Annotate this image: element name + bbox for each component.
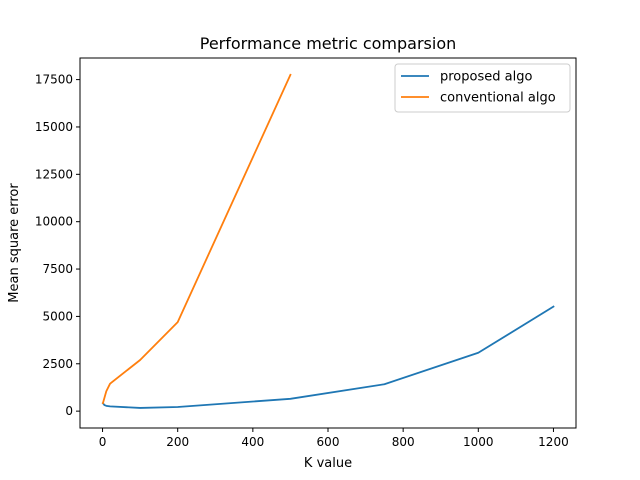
- x-axis: 0 200 400 600 800 1000 1200: [99, 428, 569, 449]
- x-tick-label: 600: [317, 435, 340, 449]
- y-axis: 0 2500 5000 7500 10000 12500 15000 17500: [35, 73, 80, 418]
- x-tick-label: 0: [99, 435, 107, 449]
- y-tick-label: 7500: [42, 262, 73, 276]
- y-tick-label: 17500: [35, 73, 73, 87]
- y-tick-label: 2500: [42, 357, 73, 371]
- series-line-0: [101, 305, 555, 409]
- y-tick-label: 10000: [35, 215, 73, 229]
- y-tick-label: 0: [65, 404, 73, 418]
- y-tick-label: 5000: [42, 309, 73, 323]
- y-tick-label: 12500: [35, 167, 73, 181]
- x-tick-label: 1000: [463, 435, 494, 449]
- y-axis-label: Mean square error: [7, 183, 22, 303]
- x-tick-label: 800: [392, 435, 415, 449]
- legend-label: conventional algo: [440, 91, 556, 106]
- y-tick-label: 15000: [35, 120, 73, 134]
- x-axis-label: K value: [304, 456, 352, 471]
- legend: proposed algo conventional algo: [394, 63, 571, 113]
- x-tick-label: 200: [166, 435, 189, 449]
- x-tick-label: 1200: [538, 435, 569, 449]
- series-layer: [101, 73, 555, 409]
- legend-box: [394, 63, 571, 113]
- series-line-1: [101, 73, 292, 405]
- x-tick-label: 400: [241, 435, 264, 449]
- chart-title: Performance metric comparsion: [200, 34, 457, 53]
- legend-label: proposed algo: [440, 70, 532, 85]
